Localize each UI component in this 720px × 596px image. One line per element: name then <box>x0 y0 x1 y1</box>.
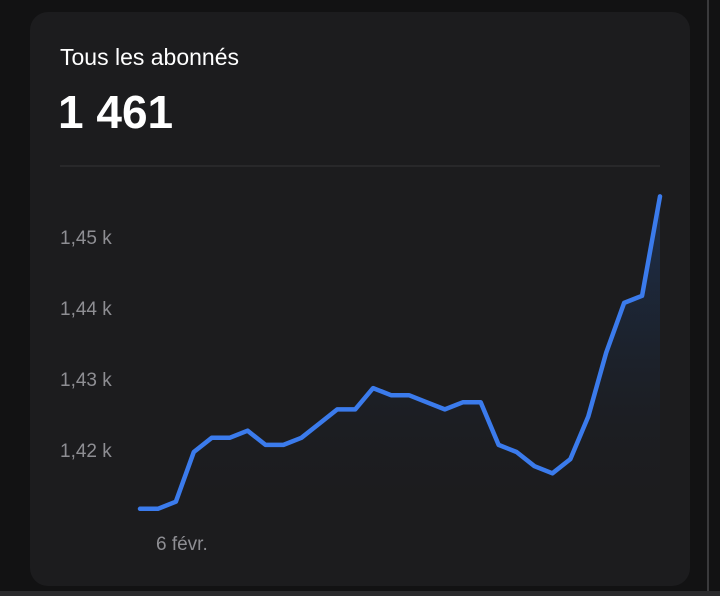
y-tick-label: 1,45 k <box>60 228 112 249</box>
y-tick-label: 1,42 k <box>60 441 112 462</box>
total: 1 461 <box>58 86 173 138</box>
x-tick-label: 6 févr. <box>156 534 208 555</box>
card <box>30 12 690 586</box>
line <box>137 194 663 512</box>
y-tick-label: 1,44 k <box>60 299 112 320</box>
area <box>140 196 660 523</box>
card-title: Tous les abonnés <box>60 44 239 70</box>
y-tick-label: 1,43 k <box>60 370 112 391</box>
